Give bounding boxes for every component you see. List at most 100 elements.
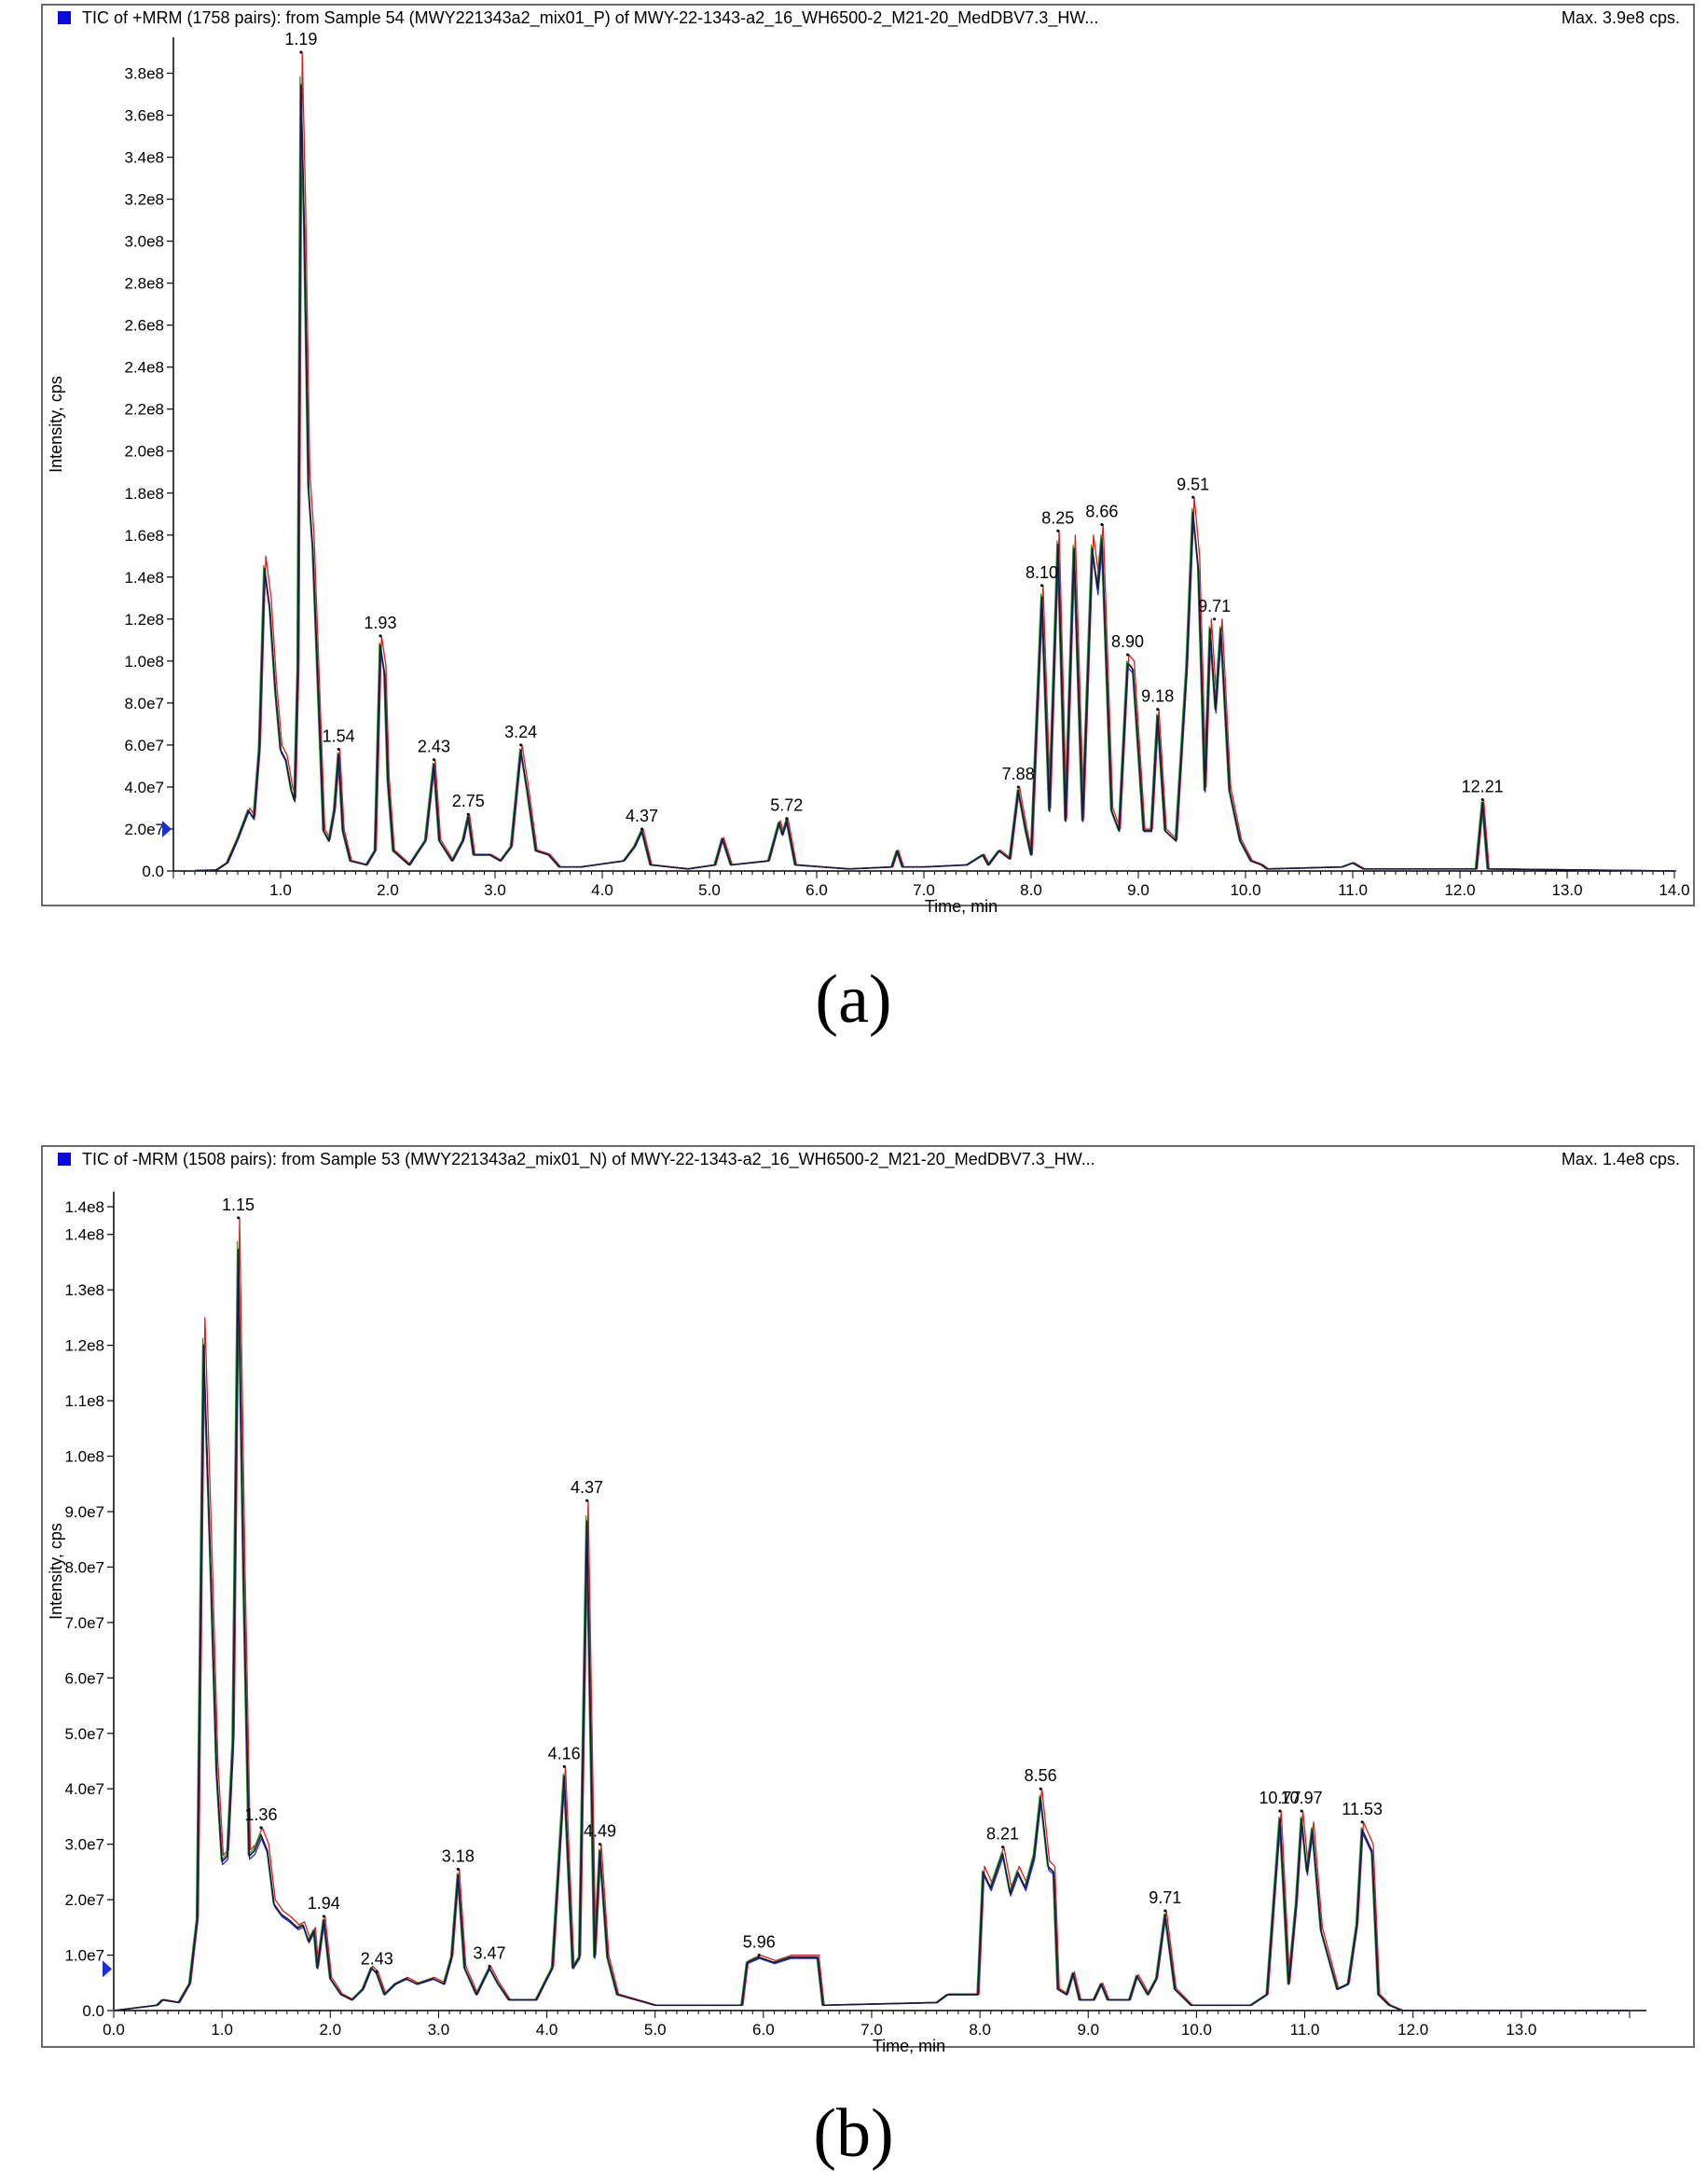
peak-label: 1.19	[284, 30, 317, 48]
y-tick-label: 3.0e8	[124, 233, 164, 251]
y-tick-label: 2.6e8	[124, 317, 164, 335]
y-tick-label: 7.0e7	[64, 1614, 104, 1632]
peak-point	[757, 1954, 761, 1957]
peak-point	[299, 50, 303, 54]
y-tick-label: 2.0e8	[124, 443, 164, 461]
peak-label: 10.97	[1281, 1789, 1323, 1807]
peak-label: 2.75	[452, 792, 485, 810]
x-tick-label: 8.0	[969, 2021, 991, 2039]
max-intensity-label: Max. 1.4e8 cps.	[1561, 1150, 1680, 1168]
y-tick-label: 1.0e7	[64, 1947, 104, 1965]
baseline-marker-icon	[162, 820, 172, 837]
peak-label: 9.18	[1141, 687, 1174, 706]
chart-panel-b: TIC of -MRM (1508 pairs): from Sample 53…	[41, 1145, 1695, 2055]
series-line	[194, 84, 1675, 872]
peak-label: 8.25	[1041, 508, 1074, 527]
figure-caption: (a)	[815, 961, 892, 1038]
peak-point	[488, 1964, 491, 1968]
peak-label: 1.54	[323, 726, 355, 745]
x-tick-label: 12.0	[1444, 881, 1475, 899]
x-axis-label: Time, min	[873, 2037, 945, 2055]
peak-label: 8.10	[1026, 563, 1058, 582]
panel-header: TIC of -MRM (1508 pairs): from Sample 53…	[43, 1147, 1693, 1175]
y-tick-label: 3.8e8	[124, 65, 164, 83]
series-line	[194, 76, 1674, 872]
y-tick-label: 3.6e8	[124, 107, 164, 125]
peak-label: 10.77	[1259, 1789, 1301, 1807]
peak-point	[1163, 1909, 1167, 1913]
max-intensity-label: Max. 3.9e8 cps.	[1561, 8, 1680, 27]
x-tick-label: 8.0	[1020, 881, 1042, 899]
peak-label: 4.37	[571, 1478, 603, 1497]
peak-point	[237, 1216, 241, 1220]
series-line	[113, 1249, 1630, 2011]
y-tick-label: 1.8e8	[124, 485, 164, 503]
peak-label: 12.21	[1462, 777, 1504, 795]
peak-label: 3.18	[442, 1846, 475, 1865]
series-line	[113, 1240, 1630, 2011]
x-tick-label: 6.0	[752, 2021, 775, 2039]
x-tick-label: 2.0	[319, 2021, 341, 2039]
peak-label: 2.43	[418, 738, 450, 756]
x-tick-label: 4.0	[591, 881, 613, 899]
x-tick-label: 7.0	[860, 2021, 883, 2039]
y-tick-label: 2.4e8	[124, 359, 164, 377]
peak-point	[466, 812, 470, 816]
y-tick-label: 8.0e7	[124, 695, 164, 712]
y-axis-label: Intensity, cps	[47, 1523, 65, 1620]
peak-point	[456, 1867, 460, 1871]
y-tick-label: 1.6e8	[124, 527, 164, 545]
x-tick-label: 5.0	[698, 881, 721, 899]
peak-point	[1040, 584, 1043, 587]
peak-point	[1100, 523, 1104, 527]
y-tick-label: 1.2e8	[64, 1337, 104, 1355]
y-tick-label: 0.0	[82, 2002, 104, 2020]
x-tick-label: 13.0	[1506, 2021, 1536, 2039]
peak-point	[1480, 797, 1484, 801]
peak-label: 11.53	[1342, 1800, 1383, 1818]
peak-label: 5.72	[770, 796, 803, 815]
y-tick-label: 1.4e8	[124, 569, 164, 587]
peak-point	[1300, 1809, 1303, 1813]
peak-point	[337, 747, 340, 751]
x-tick-label: 4.0	[536, 2021, 558, 2039]
peak-point	[1213, 617, 1217, 621]
peak-label: 8.66	[1085, 503, 1118, 521]
peak-label: 1.94	[308, 1894, 340, 1913]
y-tick-label: 2.0e7	[64, 1891, 104, 1909]
chromatogram-plot: 0.0 2.0e7 4.0e7 6.0e7 8.0e7 1.0e8 1.2e8 1.4e8 1.…	[47, 30, 1690, 916]
x-tick-label: 1.0	[269, 881, 292, 899]
peak-label: 4.16	[548, 1744, 581, 1762]
y-tick-label: 2.2e8	[124, 401, 164, 419]
y-tick-label: 4.0e7	[64, 1780, 104, 1798]
x-tick-label: 6.0	[805, 881, 828, 899]
peak-point	[1126, 653, 1129, 657]
y-tick-label: 3.4e8	[124, 149, 164, 167]
chart-title: TIC of +MRM (1758 pairs): from Sample 54…	[82, 8, 1099, 27]
peak-point	[585, 1499, 589, 1502]
peak-point	[1191, 495, 1195, 499]
x-tick-label: 1.0	[211, 2021, 233, 2039]
baseline-marker-icon	[103, 1960, 112, 1978]
figure-caption: (b)	[813, 2095, 894, 2172]
peak-label: 1.36	[244, 1805, 277, 1824]
y-tick-label: 4.0e7	[124, 779, 164, 796]
y-tick-label: 1.4e8	[64, 1226, 104, 1244]
x-tick-label: 9.0	[1077, 2021, 1099, 2039]
peak-point	[1278, 1809, 1282, 1813]
x-tick-label: 5.0	[644, 2021, 667, 2039]
y-tick-label: 5.0e7	[64, 1725, 104, 1743]
peak-label: 4.49	[584, 1822, 616, 1841]
peak-point	[322, 1914, 325, 1918]
peak-label: 9.71	[1149, 1888, 1181, 1907]
peak-label: 8.56	[1025, 1766, 1057, 1785]
series-legend-square-icon	[58, 1153, 71, 1166]
peak-label: 3.47	[473, 1943, 505, 1962]
peak-label: 8.21	[986, 1825, 1019, 1844]
peak-point	[785, 817, 789, 821]
peak-point	[640, 827, 644, 831]
peak-point	[1156, 708, 1160, 712]
y-tick-label: 2.0e7	[124, 821, 164, 838]
peak-point	[375, 1970, 379, 1973]
peak-point	[259, 1826, 263, 1830]
